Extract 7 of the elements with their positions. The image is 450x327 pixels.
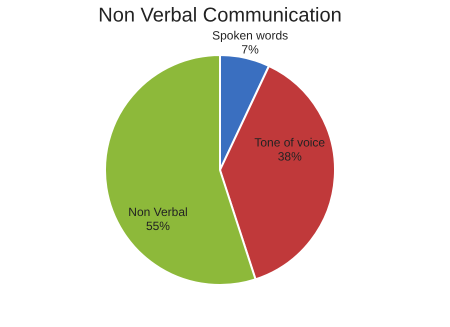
slice-label: Spoken words [212, 28, 288, 42]
data-label: 55% [146, 219, 170, 234]
chart-title: Non Verbal Communication [98, 4, 342, 26]
data-label: 38% [278, 149, 302, 164]
slice-label: Non Verbal [128, 205, 188, 220]
slice-label: Tone of voice [254, 135, 326, 150]
data-label: 7% [241, 42, 260, 56]
